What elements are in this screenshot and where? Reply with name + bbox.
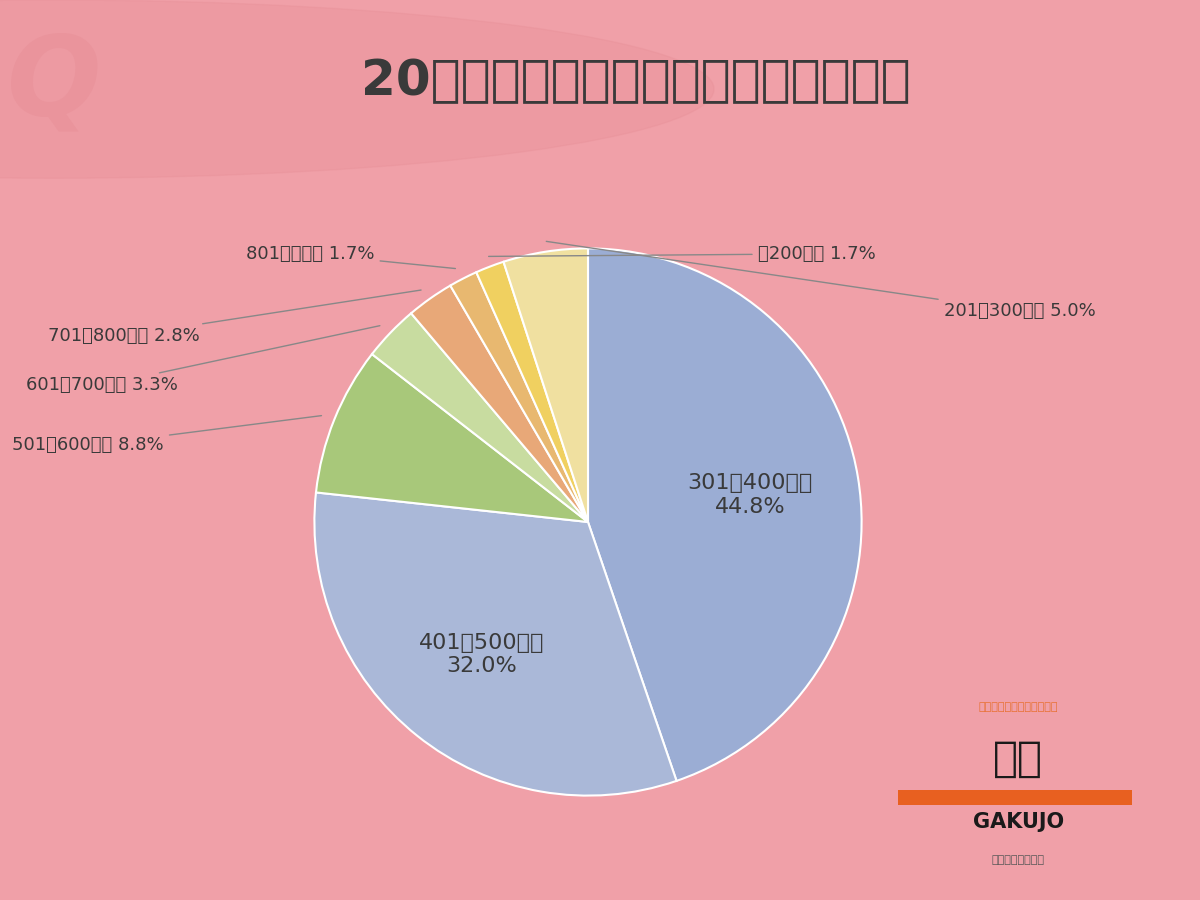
Wedge shape (450, 272, 588, 522)
Text: ～200万円 1.7%: ～200万円 1.7% (488, 245, 875, 263)
Wedge shape (588, 248, 862, 781)
Text: 学情: 学情 (994, 738, 1043, 780)
Wedge shape (314, 492, 677, 796)
Text: 601～700万円 3.3%: 601～700万円 3.3% (25, 326, 380, 394)
Wedge shape (316, 354, 588, 522)
Wedge shape (412, 285, 588, 522)
Text: GAKUJO: GAKUJO (973, 812, 1063, 832)
Text: つくるのは、未来の選択肢: つくるのは、未来の選択肢 (978, 702, 1058, 712)
Text: 701～800万円 2.8%: 701～800万円 2.8% (48, 290, 421, 345)
Wedge shape (504, 248, 588, 522)
Text: 東証プライム上場: 東証プライム上場 (991, 855, 1045, 865)
Text: 20代の年収として、理想だと思う年収: 20代の年収として、理想だと思う年収 (361, 57, 911, 105)
Circle shape (0, 0, 714, 178)
Wedge shape (372, 313, 588, 522)
Text: 801万円以上 1.7%: 801万円以上 1.7% (246, 245, 455, 268)
FancyBboxPatch shape (899, 790, 1132, 805)
Text: 401～500万円
32.0%: 401～500万円 32.0% (419, 633, 545, 676)
Text: 201～300万円 5.0%: 201～300万円 5.0% (546, 241, 1096, 320)
Text: 301～400万円
44.8%: 301～400万円 44.8% (688, 473, 812, 517)
Text: 501～600万円 8.8%: 501～600万円 8.8% (12, 416, 322, 454)
Wedge shape (476, 262, 588, 522)
Text: Q: Q (7, 31, 101, 138)
